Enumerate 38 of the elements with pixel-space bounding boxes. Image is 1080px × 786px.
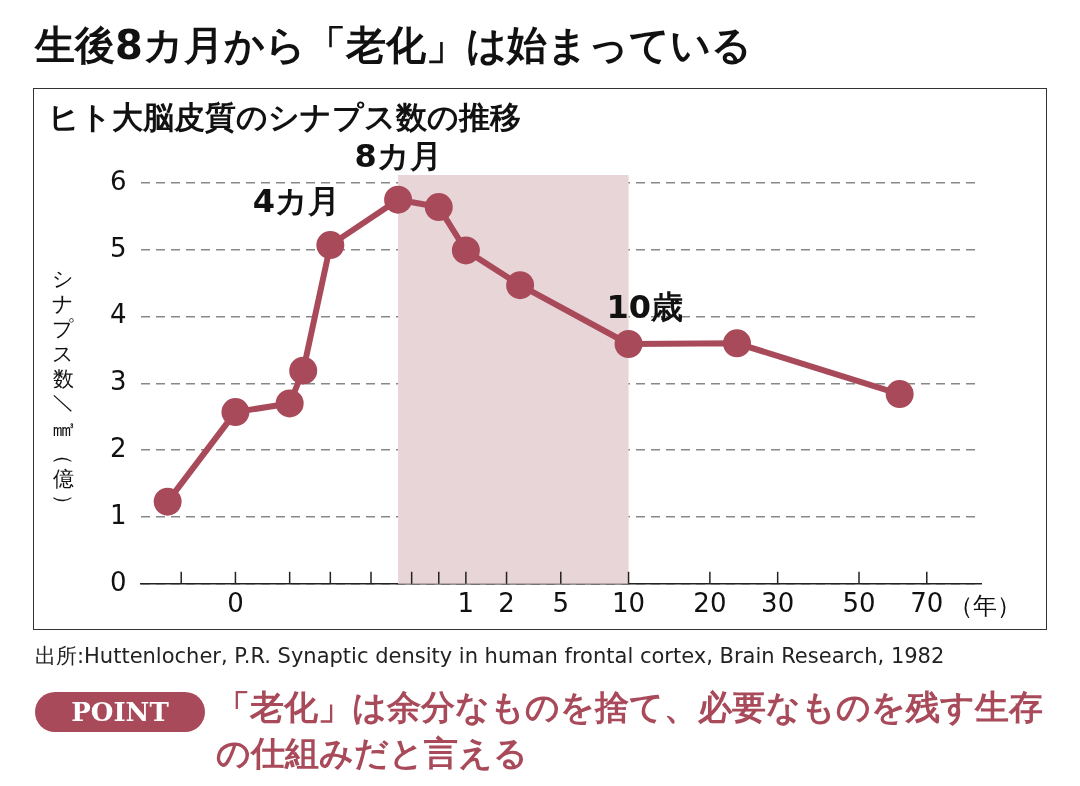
x-tick-label: 30	[761, 588, 795, 619]
y-tick-label: 3	[110, 366, 127, 397]
y-tick-label: 5	[110, 232, 127, 263]
annotation: 10歳	[606, 288, 684, 327]
y-tick-label: 4	[110, 299, 127, 330]
x-tick-label: 0	[227, 588, 244, 619]
text: シナプス数／㎣（億）	[51, 267, 76, 515]
x-tick-label: 10	[612, 588, 646, 619]
point	[384, 185, 413, 214]
chart-title: 生後8カ月から「老化」は始まっている	[35, 21, 752, 70]
y-tick-label: 2	[110, 432, 127, 463]
text: 「老化」は余分なものを捨て、必要なものを残す生存の仕組みだと言える	[216, 686, 1044, 775]
point	[153, 487, 182, 516]
point	[723, 329, 751, 358]
point	[451, 236, 480, 265]
y-tick-label: 6	[110, 165, 127, 196]
point	[506, 271, 535, 300]
x-tick-label: 70	[910, 588, 944, 619]
point	[316, 231, 345, 260]
point	[289, 356, 318, 385]
annotation: 4カ月	[252, 182, 341, 221]
chart-subtitle: ヒト大脳皮質のシナプス数の推移	[48, 98, 521, 137]
x-tick-label: 2	[498, 588, 515, 619]
text: 出所:Huttenlocher, P.R. Synaptic density in human frontal cortex, Brain Research, 1982	[35, 643, 945, 670]
x-tick-label: 50	[842, 588, 876, 619]
point	[275, 389, 304, 418]
y-tick-label: 1	[110, 499, 127, 530]
x-axis-title: （年）	[948, 592, 1021, 621]
point	[614, 329, 643, 358]
point	[885, 380, 914, 409]
point	[424, 193, 453, 222]
x-tick-label: 20	[693, 588, 727, 619]
point	[221, 398, 250, 427]
x-tick-label: 5	[552, 588, 570, 619]
text: 8カ月	[354, 137, 442, 176]
y-tick-label: 0	[110, 566, 127, 597]
text: POINT	[35, 692, 205, 732]
x-tick-label: 1	[457, 588, 475, 619]
